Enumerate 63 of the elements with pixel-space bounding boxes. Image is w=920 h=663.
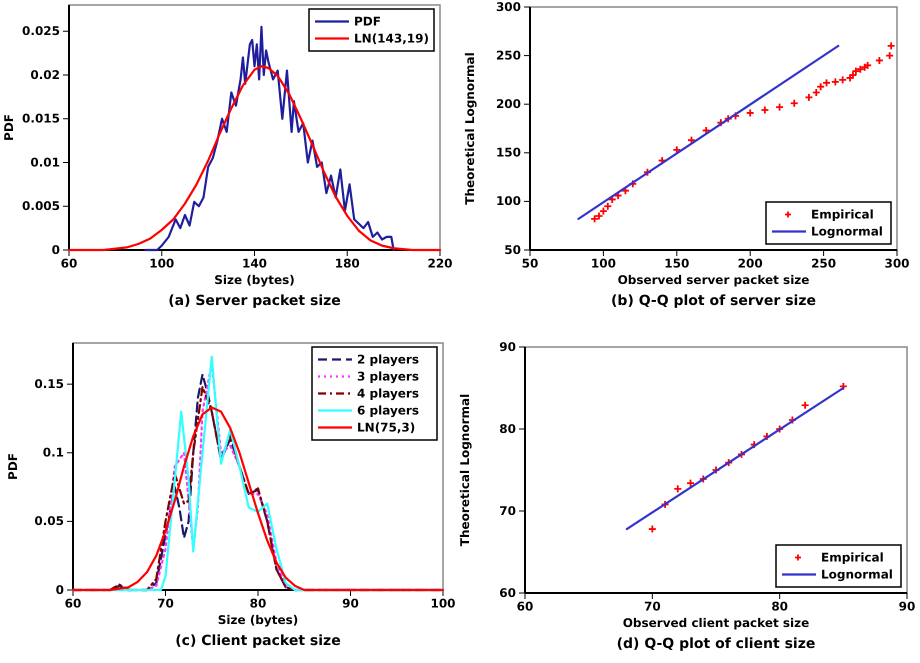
x-tick-label: 70 (644, 600, 661, 614)
x-tick-label: 70 (157, 596, 174, 611)
y-tick-label: 90 (499, 340, 516, 354)
legend-label: PDF (354, 14, 381, 28)
x-tick-label: 100 (430, 596, 456, 611)
y-tick-label: 0.02 (30, 68, 60, 82)
legend-label: LN(143,19) (354, 32, 429, 46)
y-tick-label: 0.1 (42, 446, 64, 460)
x-tick-label: 60 (60, 256, 78, 271)
x-tick-label: 60 (64, 596, 82, 611)
legend-label: 4 players (357, 386, 419, 400)
x-tick-label: 90 (342, 596, 359, 611)
y-tick-label: 0.15 (34, 377, 64, 392)
text: (a) Server packet size (168, 293, 341, 309)
y-axis-title: PDF (2, 114, 16, 141)
x-tick-label: 300 (884, 256, 910, 271)
y-tick-label: 60 (499, 586, 516, 600)
y-tick-label: 0.01 (30, 155, 60, 170)
legend-label: Lognormal (821, 568, 893, 582)
x-tick-label: 80 (771, 600, 788, 614)
x-tick-label: 250 (811, 256, 836, 271)
y-tick-label: 70 (499, 504, 516, 518)
y-tick-label: 0 (56, 582, 64, 597)
y-tick-label: 250 (496, 48, 521, 62)
x-tick-label: 220 (427, 256, 453, 271)
y-tick-label: 0.015 (22, 112, 60, 126)
y-tick-label: 50 (504, 242, 521, 257)
y-tick-label: 150 (496, 146, 521, 160)
text: (b) Q-Q plot of server size (611, 293, 816, 309)
x-tick-label: 90 (898, 600, 916, 614)
legend-label: Empirical (821, 550, 884, 564)
x-tick-label: 100 (590, 256, 616, 271)
x-axis-title: Observed server packet size (618, 273, 810, 287)
x-tick-label: 150 (664, 256, 690, 271)
text: (c) Client packet size (175, 633, 341, 649)
x-tick-label: 180 (334, 256, 360, 271)
y-axis-title: Theoretical Lognormal (458, 394, 472, 546)
y-tick-label: 0.05 (34, 514, 64, 528)
legend-label: LN(75,3) (357, 420, 416, 434)
legend-label: Empirical (811, 208, 874, 222)
x-axis-title: Size (bytes) (218, 613, 298, 627)
legend-label: 2 players (357, 352, 419, 366)
x-tick-label: 100 (149, 256, 174, 271)
x-tick-label: 50 (522, 256, 538, 271)
y-axis-title: Theoretical Lognormal (463, 52, 477, 205)
y-tick-label: 0.025 (22, 24, 60, 38)
x-axis-title: Size (bytes) (214, 273, 295, 287)
legend-label: 6 players (357, 404, 419, 418)
y-tick-label: 0.005 (22, 199, 60, 214)
text: (d) Q-Q plot of client size (616, 636, 816, 652)
x-tick-label: 200 (738, 256, 763, 271)
y-tick-label: 100 (496, 194, 521, 208)
x-axis-title: Observed client packet size (622, 616, 810, 630)
y-axis-title: PDF (6, 453, 20, 480)
y-tick-label: 200 (496, 97, 521, 112)
legend-label: 3 players (357, 370, 419, 384)
y-tick-label: 300 (496, 0, 521, 14)
legend-label: Lognormal (811, 224, 883, 238)
y-tick-label: 80 (499, 422, 516, 436)
x-tick-label: 80 (250, 596, 266, 611)
x-tick-label: 140 (242, 256, 268, 271)
y-tick-label: 0 (52, 242, 60, 257)
x-tick-label: 60 (516, 600, 534, 614)
